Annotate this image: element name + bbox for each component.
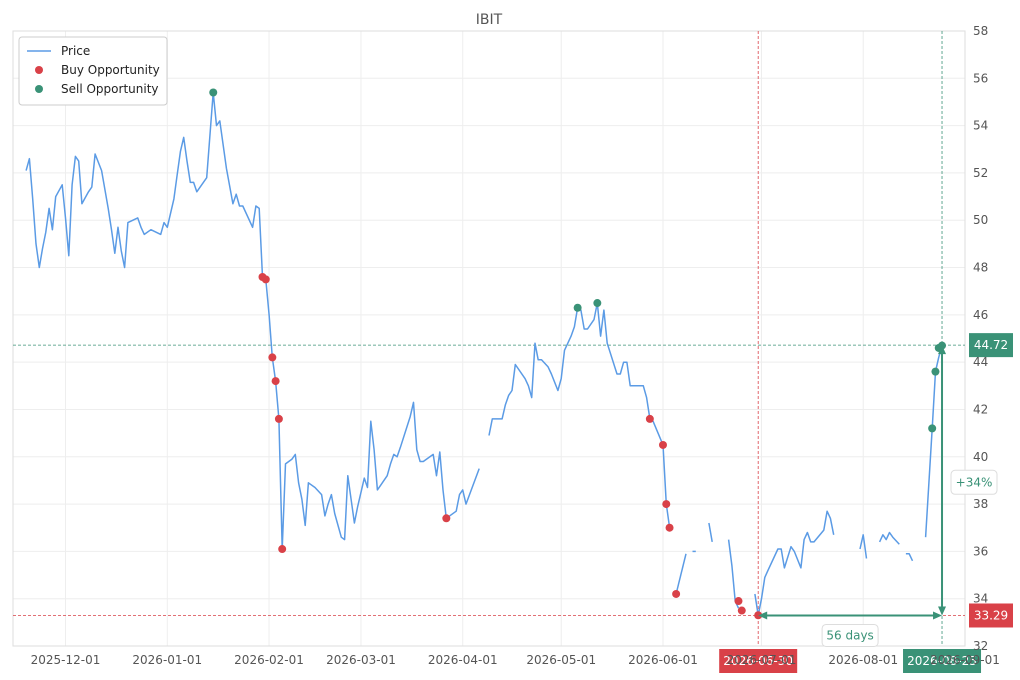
legend-buy-swatch [35, 66, 43, 74]
legend-price-label: Price [61, 44, 90, 58]
buy-opportunity-marker [665, 523, 674, 532]
x-tick-label: 2026-03-01 [326, 653, 396, 667]
y-tick-label: 46 [973, 308, 988, 322]
y-tick-label: 40 [973, 450, 988, 464]
x-tick-label: 2026-01-01 [132, 653, 202, 667]
buy-price-tag-label: 33.29 [974, 608, 1008, 622]
y-tick-label: 52 [973, 166, 988, 180]
y-tick-label: 34 [973, 592, 988, 606]
y-tick-label: 42 [973, 402, 988, 416]
buy-opportunity-marker [645, 414, 654, 423]
x-tick-label: 2026-06-01 [628, 653, 698, 667]
x-tick-label: 2026-08-01 [828, 653, 898, 667]
x-tick-label: 2026-07-01 [727, 653, 797, 667]
price-line-segment [754, 510, 835, 617]
price-line-segment [905, 553, 914, 562]
chart-title: IBIT [476, 12, 503, 28]
price-line-segment [708, 522, 713, 543]
price-line-segment [25, 91, 480, 550]
y-tick-label: 58 [973, 24, 988, 38]
duration-arrow-head-right [933, 611, 943, 620]
buy-opportunity-marker [274, 414, 283, 423]
buy-opportunity-marker [662, 500, 671, 509]
legend-sell-swatch [35, 85, 43, 93]
sell-opportunity-marker [931, 367, 940, 376]
axes: 32 34 36 38 40 42 44 46 48 50 52 54 56 58 2025-12-01 20… [31, 24, 1000, 667]
x-tick-label: 2026-04-01 [428, 653, 498, 667]
sell-price-tag-label: 44.72 [974, 338, 1008, 352]
sell-opportunity-marker [593, 299, 602, 308]
buy-date-tag-label: 2026-06-30 [723, 654, 793, 668]
x-tick-label: 2026-05-01 [526, 653, 596, 667]
gain-label: +34% [956, 475, 993, 489]
gain-arrow-head-bottom [938, 606, 947, 616]
price-line-segment [924, 345, 943, 538]
sell-opportunity-marker [209, 88, 218, 97]
sell-price-tag [969, 333, 1013, 358]
buy-date-tag [719, 649, 798, 673]
y-tick-label: 48 [973, 261, 988, 275]
price-line-segment [859, 534, 868, 559]
duration-label: 56 days [826, 628, 873, 642]
y-tick-label: 54 [973, 119, 988, 133]
buy-opportunity-marker [261, 275, 270, 284]
buy-opportunity-marker [658, 440, 667, 449]
buy-opportunity-marker [278, 545, 287, 554]
x-tick-label: 2026-02-01 [234, 653, 304, 667]
duration-arrow-head-left [758, 611, 768, 620]
sell-opportunity-marker [573, 303, 582, 312]
legend-box [18, 36, 168, 106]
buy-opportunity-marker [442, 514, 451, 523]
buy-opportunity-marker [268, 353, 277, 362]
buy-opportunity-marker [734, 597, 743, 606]
sell-opportunity-marker [928, 424, 937, 433]
sell-date-tag [903, 649, 982, 673]
y-tick-label: 38 [973, 497, 988, 511]
gain-arrow-head-top [938, 345, 947, 355]
y-tick-label: 32 [973, 639, 988, 653]
buy-price-tag [969, 603, 1013, 628]
buy-opportunity-marker [754, 611, 763, 620]
price-line-segment [675, 553, 687, 595]
y-tick-label: 56 [973, 71, 988, 85]
grid [13, 30, 966, 647]
buy-opportunity-marker [672, 589, 681, 598]
legend-buy-label: Buy Opportunity [61, 63, 160, 77]
price-line-segment [878, 531, 900, 545]
y-tick-label: 50 [973, 213, 988, 227]
legend: Price Buy Opportunity Sell Opportunity [18, 36, 168, 106]
gain-label-box [950, 469, 998, 495]
x-tick-label: 2026-09-01 [930, 653, 1000, 667]
y-tick-label: 44 [973, 355, 988, 369]
legend-sell-label: Sell Opportunity [61, 82, 159, 96]
y-tick-label: 36 [973, 544, 988, 558]
trade-annotations: 56 days +34% 44.72 33.29 2026-06-30 2026-08-2… [719, 333, 1013, 673]
buy-opportunity-marker [737, 606, 746, 615]
plot-frame [12, 30, 966, 647]
buy-opportunity-marker [271, 377, 280, 386]
duration-label-box [821, 623, 879, 647]
sell-date-tag-label: 2026-08-25 [907, 654, 977, 668]
x-tick-label: 2025-12-01 [31, 653, 101, 667]
